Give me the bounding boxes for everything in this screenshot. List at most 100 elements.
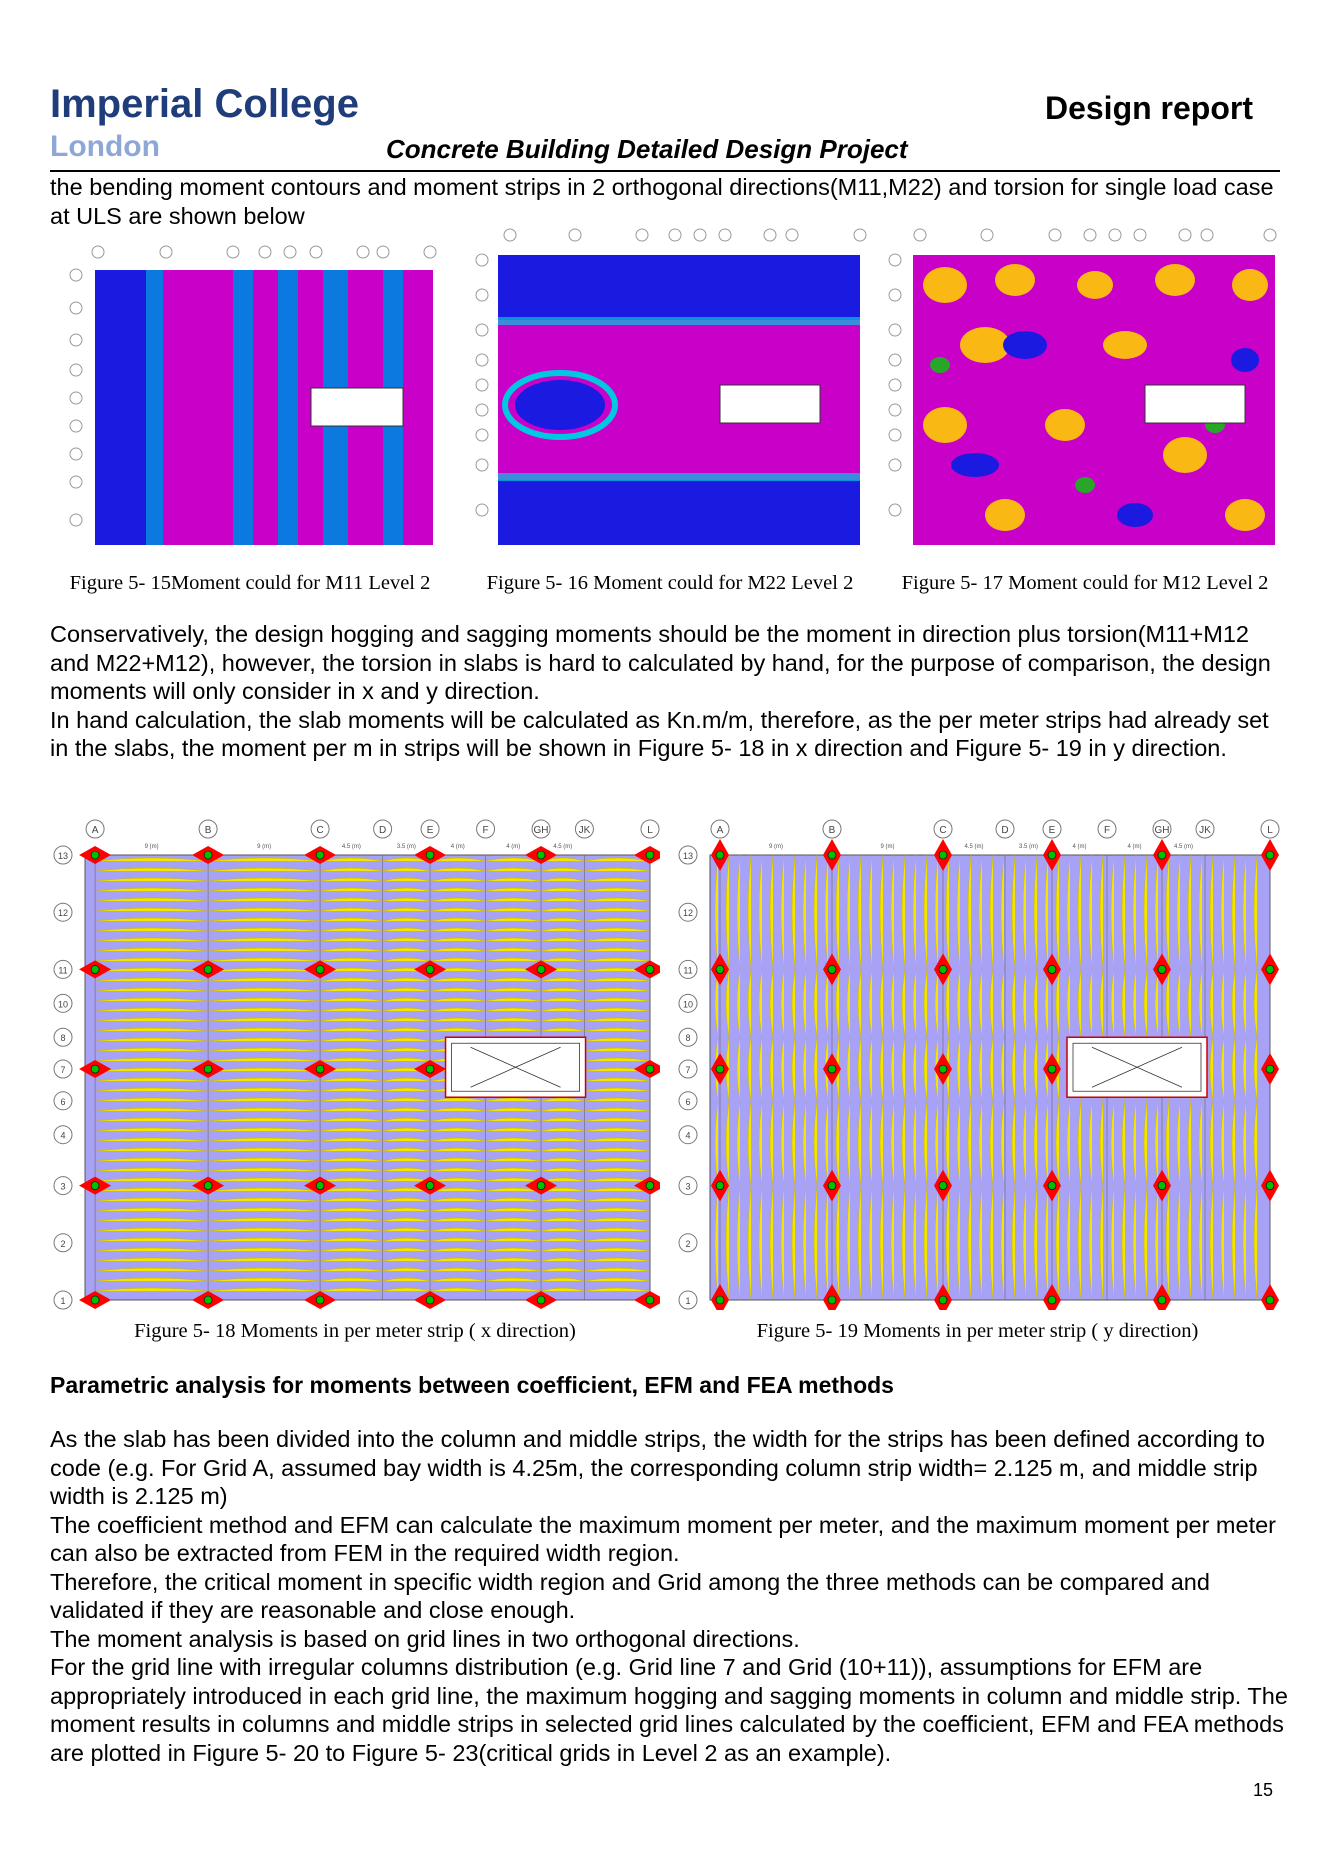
grid-column-label: F (1104, 825, 1110, 836)
figure-y-strip-caption: Figure 5- 19 Moments in per meter strip … (756, 1320, 1199, 1342)
grid-row-bubble (53, 902, 73, 922)
grid-row-label: 1 (60, 1296, 65, 1306)
bay-dimension-label: 9 (m) (881, 844, 895, 850)
figure-m11-caption: Figure 5- 15Moment could for M11 Level 2 (69, 572, 431, 594)
grid-row-label: 10 (683, 999, 693, 1009)
grid-row-label: 4 (685, 1131, 690, 1141)
grid-column-bubble (420, 819, 440, 839)
paragraph: For the grid line with irregular columns… (50, 1654, 1288, 1766)
grid-row-bubble (53, 959, 73, 979)
column-support (1265, 1295, 1275, 1305)
grid-row-bubble (678, 902, 698, 922)
grid-column-label: C (316, 825, 323, 836)
grid-row-label: 12 (683, 908, 693, 918)
column-support (315, 1181, 325, 1190)
paragraph: As the slab has been divided into the co… (50, 1426, 1265, 1509)
column-support (715, 1181, 725, 1190)
grid-row-label: 7 (685, 1065, 690, 1075)
grid-column-label: L (647, 825, 653, 836)
paragraph: Therefore, the critical moment in specif… (50, 1568, 1210, 1624)
grid-column-bubble (373, 819, 393, 839)
column-support (827, 1064, 837, 1074)
grid-row-label: 3 (685, 1182, 690, 1192)
column-support (827, 1295, 837, 1305)
grid-row-bubble (53, 993, 73, 1013)
bay-dimension-label: 4 (m) (1073, 844, 1087, 850)
intro-paragraph: the bending moment contours and moment s… (50, 174, 1274, 229)
grid-row-label: 10 (58, 999, 68, 1009)
column-support (715, 1064, 725, 1074)
column-support (827, 1181, 837, 1190)
grid-column-bubble (1097, 819, 1117, 839)
figure-m22-caption: Figure 5- 16 Moment could for M22 Level … (486, 572, 854, 594)
grid-row-bubble (678, 1059, 698, 1079)
bay-dimension-label: 4.5 (m) (553, 844, 572, 850)
logo-imperial-college: Imperial College (50, 82, 359, 126)
bay-dimension-label: 3.5 (m) (397, 844, 416, 850)
column-support (1265, 1064, 1275, 1074)
grid-row-bubble (53, 1176, 73, 1196)
grid-column-bubble (995, 819, 1015, 839)
grid-column-label: D (379, 825, 386, 836)
grid-column-bubble (933, 819, 953, 839)
bay-dimension-label: 4 (m) (451, 844, 465, 850)
grid-column-label: B (205, 825, 212, 836)
column-support (315, 965, 325, 974)
grid-column-label: C (939, 825, 946, 836)
column-support (203, 965, 213, 974)
column-support (827, 850, 837, 860)
grid-column-bubble (310, 819, 330, 839)
grid-row-bubble (53, 1125, 73, 1145)
column-support (90, 965, 100, 974)
grid-column-label: L (1267, 825, 1273, 836)
figure-y-strip-moments: A B C D E F GH JK L 13 12 11 10 8 7 6 4 3 2 1 9 (m) 9 (m) 4.5 … (675, 815, 1280, 1310)
grid-row-label: 2 (685, 1239, 690, 1249)
column-support (1047, 1295, 1057, 1305)
bay-dimension-label: 9 (m) (257, 844, 271, 850)
figure-m11-contour (58, 240, 438, 550)
bay-dimension-label: 4 (m) (506, 844, 520, 850)
column-support (938, 1064, 948, 1074)
grid-column-bubble (1042, 819, 1062, 839)
column-support (715, 965, 725, 974)
column-support (938, 1295, 948, 1305)
grid-row-bubble (678, 959, 698, 979)
bay-dimension-label: 4.5 (m) (342, 844, 361, 850)
paragraph: The moment analysis is based on grid lin… (50, 1625, 800, 1652)
grid-column-label: E (1049, 825, 1056, 836)
column-support (715, 1295, 725, 1305)
grid-row-label: 6 (60, 1097, 65, 1107)
column-support (645, 1064, 655, 1074)
grid-column-bubble (198, 819, 218, 839)
grid-row-label: 3 (60, 1182, 65, 1192)
grid-column-label: E (427, 825, 434, 836)
figure-m12-caption: Figure 5- 17 Moment could for M12 Level … (901, 572, 1269, 594)
grid-row-label: 12 (58, 908, 68, 918)
grid-column-label: GH (1155, 825, 1170, 836)
bay-dimension-label: 9 (m) (145, 844, 159, 850)
section-heading: Parametric analysis for moments between … (50, 1372, 894, 1398)
bay-dimension-label: 4 (m) (1128, 844, 1142, 850)
column-support (315, 1064, 325, 1074)
column-support (1047, 850, 1057, 860)
grid-row-label: 8 (60, 1033, 65, 1043)
grid-column-bubble (822, 819, 842, 839)
column-support (203, 850, 213, 860)
grid-row-bubble (678, 1125, 698, 1145)
grid-column-label: D (1001, 825, 1008, 836)
paragraph: The coefficient method and EFM can calcu… (50, 1511, 1277, 1567)
column-support (315, 1295, 325, 1305)
column-support (425, 1064, 435, 1074)
bay-dimension-label: 3.5 (m) (1019, 844, 1038, 850)
grid-column-bubble (85, 819, 105, 839)
column-support (1265, 1181, 1275, 1190)
grid-row-bubble (678, 993, 698, 1013)
grid-row-bubble (678, 1176, 698, 1196)
column-support (425, 1181, 435, 1190)
grid-column-bubble (640, 819, 660, 839)
column-support (645, 965, 655, 974)
paragraph: Conservatively, the design hogging and s… (50, 621, 1271, 704)
column-support (715, 850, 725, 860)
grid-row-label: 2 (60, 1239, 65, 1249)
column-support (938, 850, 948, 860)
